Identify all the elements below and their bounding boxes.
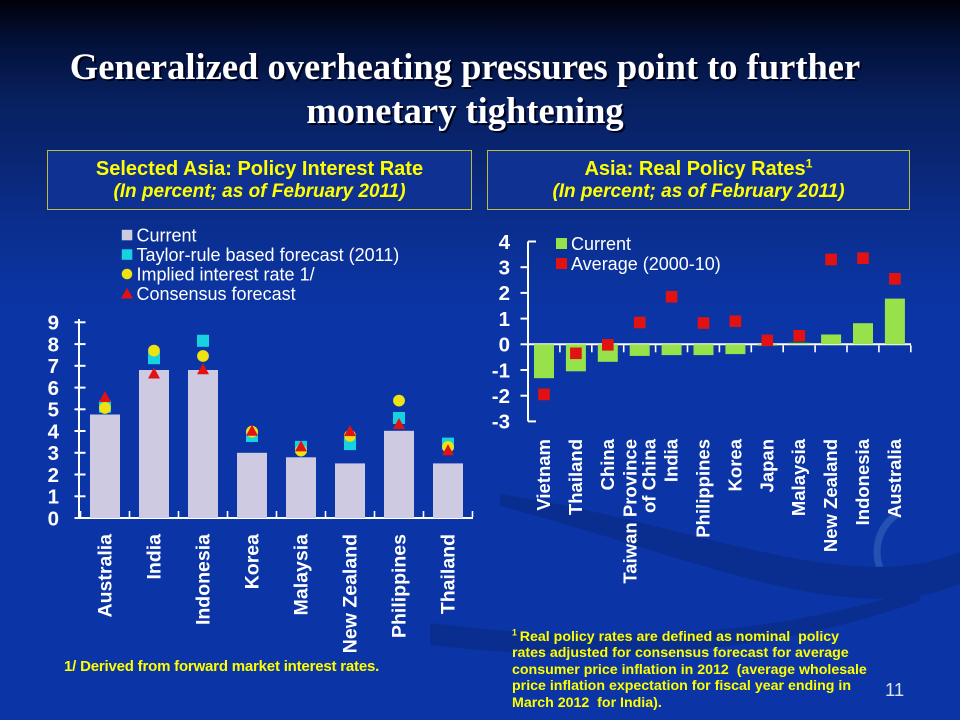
svg-text:of China: of China: [639, 438, 660, 513]
svg-text:6: 6: [48, 377, 59, 400]
svg-text:-3: -3: [492, 411, 510, 434]
svg-text:Malaysia: Malaysia: [788, 438, 809, 516]
svg-text:New Zealand: New Zealand: [820, 439, 841, 552]
svg-text:Average (2000-10): Average (2000-10): [571, 254, 721, 274]
svg-text:Korea: Korea: [242, 534, 264, 589]
svg-text:Australia: Australia: [95, 534, 117, 618]
svg-text:Taylor-rule based forecast (20: Taylor-rule based forecast (2011): [137, 245, 400, 265]
svg-text:Consensus forecast: Consensus forecast: [137, 284, 296, 304]
svg-text:2: 2: [499, 282, 510, 305]
svg-text:China: China: [597, 438, 618, 490]
svg-text:Philippines: Philippines: [693, 439, 714, 538]
svg-text:Korea: Korea: [724, 438, 745, 491]
svg-text:Current: Current: [137, 226, 197, 246]
svg-text:-1: -1: [492, 359, 510, 382]
svg-text:1: 1: [48, 486, 59, 509]
svg-text:Indonesia: Indonesia: [852, 438, 873, 525]
svg-text:7: 7: [48, 355, 59, 378]
svg-text:Australia: Australia: [884, 438, 905, 518]
svg-text:3: 3: [499, 257, 510, 280]
svg-text:Japan: Japan: [756, 439, 777, 492]
svg-text:9: 9: [48, 312, 59, 335]
svg-text:Malaysia: Malaysia: [291, 534, 313, 615]
svg-text:8: 8: [48, 333, 59, 356]
svg-text:New Zealand: New Zealand: [340, 534, 362, 653]
svg-text:Taiwan Province: Taiwan Province: [620, 439, 641, 584]
svg-text:Vietnam: Vietnam: [533, 439, 554, 511]
svg-text:0: 0: [48, 507, 59, 530]
svg-text:-2: -2: [492, 385, 510, 408]
svg-text:4: 4: [499, 231, 511, 254]
svg-text:3: 3: [48, 442, 59, 465]
svg-text:India: India: [661, 438, 682, 482]
svg-text:Indonesia: Indonesia: [193, 534, 215, 625]
svg-text:Philippines: Philippines: [389, 534, 411, 638]
svg-text:Current: Current: [571, 234, 631, 254]
svg-text:Implied interest rate 1/: Implied interest rate 1/: [137, 265, 315, 285]
svg-text:5: 5: [48, 399, 59, 422]
svg-text:2: 2: [48, 464, 59, 487]
svg-text:4: 4: [48, 420, 60, 443]
svg-text:Thailand: Thailand: [565, 439, 586, 515]
svg-text:India: India: [144, 534, 166, 580]
svg-text:Thailand: Thailand: [438, 534, 460, 614]
svg-text:1: 1: [499, 308, 510, 331]
svg-text:0: 0: [499, 334, 510, 357]
